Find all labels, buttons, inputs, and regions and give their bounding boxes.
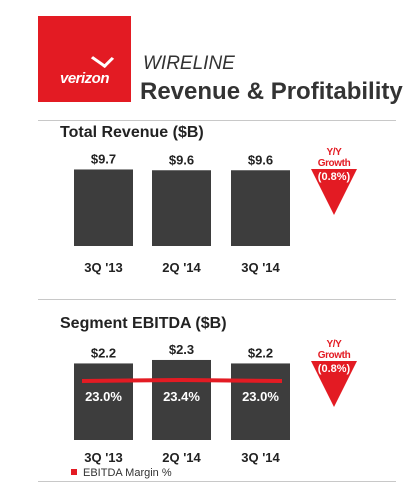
ebitda-category-label: 2Q '14: [162, 450, 201, 465]
ebitda-bar: [152, 359, 211, 440]
revenue-bar: [231, 170, 290, 246]
ebitda-bar: [74, 363, 133, 440]
ebitda-margin-label: 23.0%: [242, 389, 279, 404]
revenue-growth-value: (0.8%): [317, 171, 351, 183]
panel-divider-bottom: [38, 481, 396, 482]
ebitda-margin-line: [81, 377, 283, 383]
ebitda-bar: [231, 363, 290, 440]
ebitda-value-label: $2.2: [248, 345, 273, 360]
down-triangle-icon: (0.8%): [311, 361, 357, 407]
page-title: Revenue & Profitability: [140, 78, 403, 105]
verizon-logo: verizon: [38, 16, 131, 102]
down-triangle-icon: (0.8%): [311, 169, 357, 215]
revenue-category-label: 3Q '13: [84, 260, 123, 275]
ebitda-chart-title: Segment EBITDA ($B): [60, 315, 227, 332]
revenue-bar: [74, 169, 133, 246]
ebitda-growth-value: (0.8%): [317, 363, 351, 375]
revenue-category-label: 2Q '14: [162, 260, 201, 275]
ebitda-margin-label: 23.4%: [163, 389, 200, 404]
chart-legend: EBITDA Margin %: [71, 467, 172, 479]
revenue-growth-label: Y/Y Growth: [317, 147, 351, 169]
ebitda-margin-label: 23.0%: [85, 389, 122, 404]
ebitda-value-label: $2.3: [169, 342, 194, 357]
revenue-value-label: $9.7: [91, 151, 116, 166]
ebitda-category-label: 3Q '14: [241, 450, 280, 465]
page-subtitle: WIRELINE: [143, 53, 235, 74]
legend-label: EBITDA Margin %: [83, 467, 172, 479]
legend-swatch: [71, 469, 77, 475]
logo-text: verizon: [59, 70, 110, 87]
revenue-growth-badge: Y/Y Growth (0.8%): [311, 147, 357, 215]
ebitda-value-label: $2.2: [91, 345, 116, 360]
revenue-value-label: $9.6: [248, 152, 273, 167]
revenue-value-label: $9.6: [169, 152, 194, 167]
panel-divider-top: [38, 120, 396, 121]
panel-divider-middle: [38, 299, 396, 300]
revenue-category-label: 3Q '14: [241, 260, 280, 275]
ebitda-growth-label: Y/Y Growth: [317, 339, 351, 361]
revenue-chart-title: Total Revenue ($B): [60, 124, 204, 141]
ebitda-category-label: 3Q '13: [84, 450, 123, 465]
revenue-bar: [152, 170, 211, 246]
ebitda-growth-badge: Y/Y Growth (0.8%): [311, 339, 357, 407]
